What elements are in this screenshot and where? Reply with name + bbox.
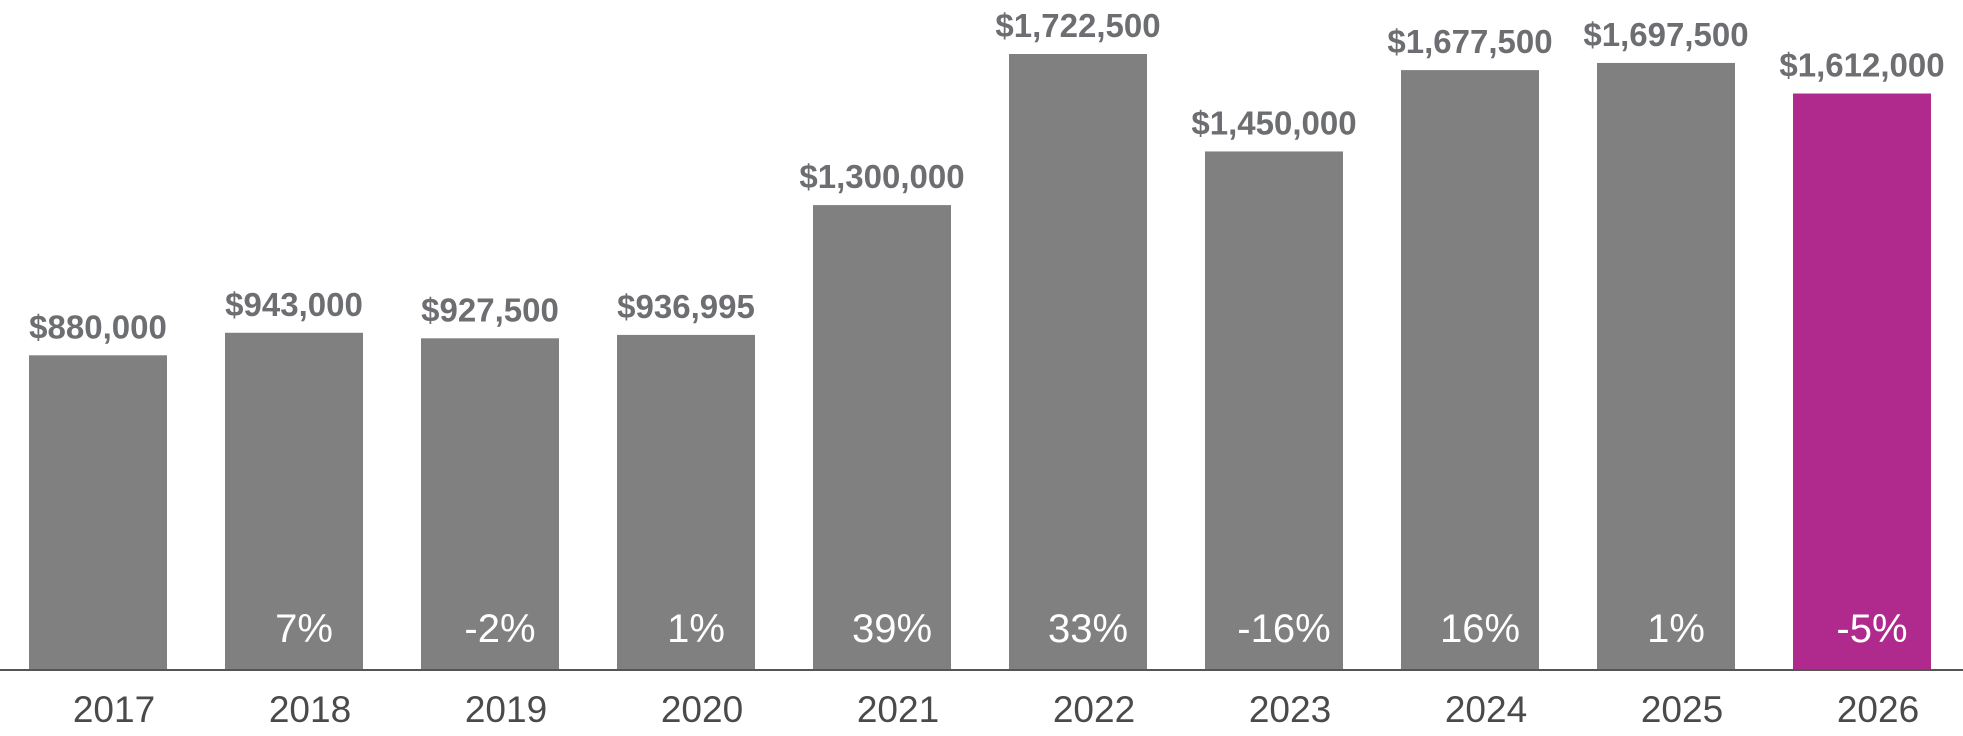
year-label-2019: 2019 xyxy=(465,689,547,730)
bar-2026 xyxy=(1793,93,1931,671)
year-label-2024: 2024 xyxy=(1445,689,1527,730)
year-label-2022: 2022 xyxy=(1053,689,1135,730)
bar-2023 xyxy=(1205,151,1343,670)
bar-2019 xyxy=(421,338,559,670)
change-label-2018: 7% xyxy=(275,607,333,651)
x-axis-tick-labels: 2017 2018 2019 2020 2021 2022 2023 2024 2025 2026 xyxy=(73,689,1919,730)
value-label-2022: $1,722,500 xyxy=(995,7,1160,44)
change-labels-group: 7% -2% 1% 39% 33% -16% 16% 1% -5% xyxy=(275,607,1907,651)
bars-group xyxy=(29,54,1931,671)
bar-2020 xyxy=(617,334,755,670)
value-label-2026: $1,612,000 xyxy=(1779,47,1944,84)
year-label-2018: 2018 xyxy=(269,689,351,730)
change-label-2019: -2% xyxy=(464,607,535,651)
value-label-2023: $1,450,000 xyxy=(1191,104,1356,141)
change-label-2026: -5% xyxy=(1836,607,1907,651)
change-label-2023: -16% xyxy=(1237,607,1330,651)
year-label-2020: 2020 xyxy=(661,689,743,730)
bar-2024 xyxy=(1401,70,1539,670)
bar-2022 xyxy=(1009,54,1147,670)
bar-2017 xyxy=(29,355,167,670)
change-label-2025: 1% xyxy=(1647,607,1705,651)
value-label-2021: $1,300,000 xyxy=(799,158,964,195)
value-label-2017: $880,000 xyxy=(29,308,167,345)
year-label-2017: 2017 xyxy=(73,689,155,730)
change-label-2022: 33% xyxy=(1048,607,1128,651)
value-label-2024: $1,677,500 xyxy=(1387,23,1552,60)
bar-2021 xyxy=(813,205,951,670)
year-label-2026: 2026 xyxy=(1837,689,1919,730)
change-label-2021: 39% xyxy=(852,607,932,651)
year-label-2025: 2025 xyxy=(1641,689,1723,730)
bar-2018 xyxy=(225,332,363,670)
change-label-2020: 1% xyxy=(667,607,725,651)
year-label-2023: 2023 xyxy=(1249,689,1331,730)
value-label-2020: $936,995 xyxy=(617,288,755,325)
value-labels-group: $880,000 $943,000 $927,500 $936,995 $1,300,0… xyxy=(29,7,1944,345)
value-label-2019: $927,500 xyxy=(421,291,559,328)
year-label-2021: 2021 xyxy=(857,689,939,730)
change-label-2024: 16% xyxy=(1440,607,1520,651)
value-label-2018: $943,000 xyxy=(225,286,363,323)
bar-2025 xyxy=(1597,62,1735,671)
value-label-2025: $1,697,500 xyxy=(1583,16,1748,53)
